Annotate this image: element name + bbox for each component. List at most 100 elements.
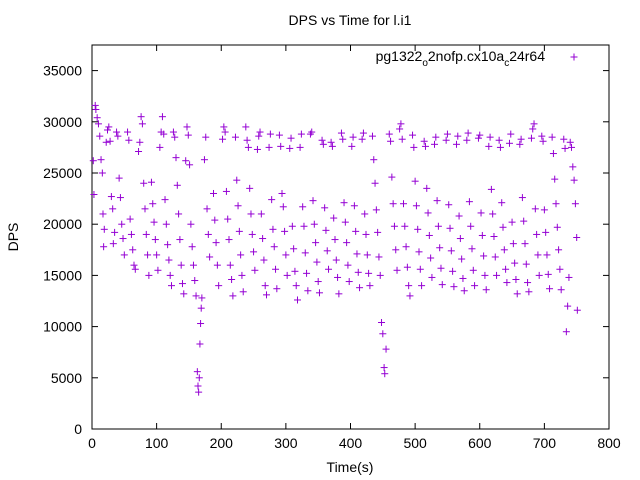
data-point (505, 139, 513, 147)
data-point (363, 251, 371, 259)
data-point (458, 255, 466, 263)
x-tick-label: 800 (597, 435, 621, 451)
data-point (292, 282, 300, 290)
data-point (150, 218, 158, 226)
data-point (247, 210, 255, 218)
data-point (509, 240, 517, 248)
data-point (529, 125, 537, 133)
data-point (131, 265, 139, 273)
data-point (184, 131, 192, 139)
data-point (102, 138, 110, 146)
data-point (215, 282, 223, 290)
legend-label-sub-2: c (504, 58, 509, 69)
data-point (495, 136, 503, 144)
data-point (490, 232, 498, 240)
data-point (344, 261, 352, 269)
data-point (565, 273, 573, 281)
data-point (200, 156, 208, 164)
data-point (359, 129, 367, 137)
data-point (406, 292, 414, 300)
data-point (114, 132, 122, 140)
data-point (167, 282, 175, 290)
data-point (467, 222, 475, 230)
data-point (361, 210, 369, 218)
data-point (348, 142, 356, 150)
data-point (339, 135, 347, 143)
data-point (228, 275, 236, 283)
data-point (387, 137, 395, 145)
legend-label-part-3: 24r64 (509, 48, 545, 64)
data-point (330, 214, 338, 222)
data-point (189, 261, 197, 269)
y-axis-ticks: 0 5000 10000 15000 20000 25000 30000 35000 (43, 63, 609, 437)
data-point (570, 176, 578, 184)
data-point (560, 135, 568, 143)
data-point (538, 132, 546, 140)
data-point (219, 135, 227, 143)
data-point (352, 227, 360, 235)
data-point (257, 210, 265, 218)
data-point (368, 132, 376, 140)
data-point (94, 120, 102, 128)
data-point (482, 286, 490, 294)
data-point (118, 220, 126, 228)
data-point (313, 258, 321, 266)
legend-label-sub-1: o (422, 58, 428, 69)
data-point (389, 200, 397, 208)
data-point (275, 131, 283, 139)
data-point (388, 173, 396, 181)
data-point (164, 241, 172, 249)
data-point (434, 222, 442, 230)
data-point (234, 202, 242, 210)
data-point (468, 245, 476, 253)
data-point (242, 123, 250, 131)
data-point (256, 128, 264, 136)
data-point (176, 236, 184, 244)
data-point (196, 340, 204, 348)
data-point (340, 199, 348, 207)
legend-label-part-2: 2nofp.cx10a (428, 48, 504, 64)
x-tick-label: 500 (403, 435, 427, 451)
data-point (260, 256, 268, 264)
data-point (527, 134, 535, 142)
data-point (376, 271, 384, 279)
data-point (129, 246, 137, 254)
data-point (211, 216, 219, 224)
data-point (393, 266, 401, 274)
data-point (341, 218, 349, 226)
data-point (498, 199, 506, 207)
data-point (425, 231, 433, 239)
data-point (489, 210, 497, 218)
data-point (460, 287, 468, 295)
data-point (187, 220, 195, 228)
data-point (385, 130, 393, 138)
data-point (438, 281, 446, 289)
data-point (573, 234, 581, 242)
data-point (478, 231, 486, 239)
data-point (447, 247, 455, 255)
data-point (486, 133, 494, 141)
data-point (137, 113, 145, 121)
data-point (308, 128, 316, 136)
data-point (300, 222, 308, 230)
data-point (381, 370, 389, 378)
data-point (366, 282, 374, 290)
data-point (421, 142, 429, 150)
data-point (491, 253, 499, 261)
data-point (259, 235, 267, 243)
data-point (177, 261, 185, 269)
data-point (372, 206, 380, 214)
legend: pg1322o2nofp.cx10ac24r64 (376, 48, 578, 69)
data-point (269, 225, 277, 233)
data-point (397, 120, 405, 128)
data-point (564, 302, 572, 310)
x-tick-label: 700 (533, 435, 557, 451)
data-point (273, 285, 281, 293)
data-point (160, 130, 168, 138)
x-tick-label: 0 (88, 435, 96, 451)
data-point (156, 143, 164, 151)
data-point (140, 179, 148, 187)
data-point (378, 319, 386, 327)
data-point (358, 135, 366, 143)
